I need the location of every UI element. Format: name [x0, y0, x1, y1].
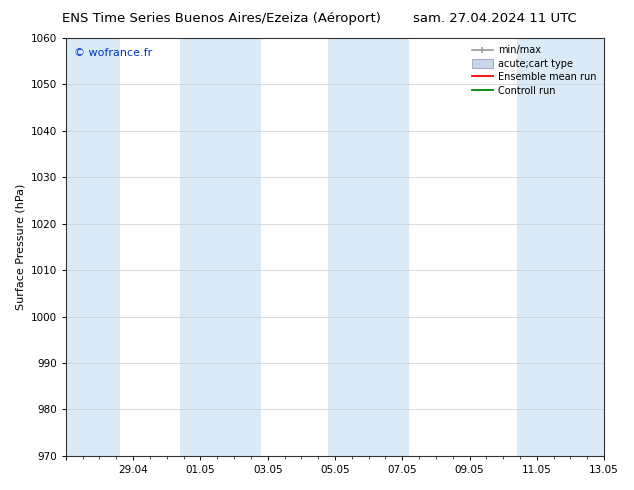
Y-axis label: Surface Pressure (hPa): Surface Pressure (hPa) [15, 184, 25, 310]
Bar [517, 38, 604, 456]
Text: © wofrance.fr: © wofrance.fr [74, 48, 152, 58]
Bar [66, 38, 120, 456]
Bar [180, 38, 261, 456]
Text: sam. 27.04.2024 11 UTC: sam. 27.04.2024 11 UTC [413, 12, 576, 25]
Text: ENS Time Series Buenos Aires/Ezeiza (Aéroport): ENS Time Series Buenos Aires/Ezeiza (Aér… [63, 12, 381, 25]
Legend: min/max, acute;cart type, Ensemble mean run, Controll run: min/max, acute;cart type, Ensemble mean … [469, 43, 599, 98]
Bar [328, 38, 409, 456]
